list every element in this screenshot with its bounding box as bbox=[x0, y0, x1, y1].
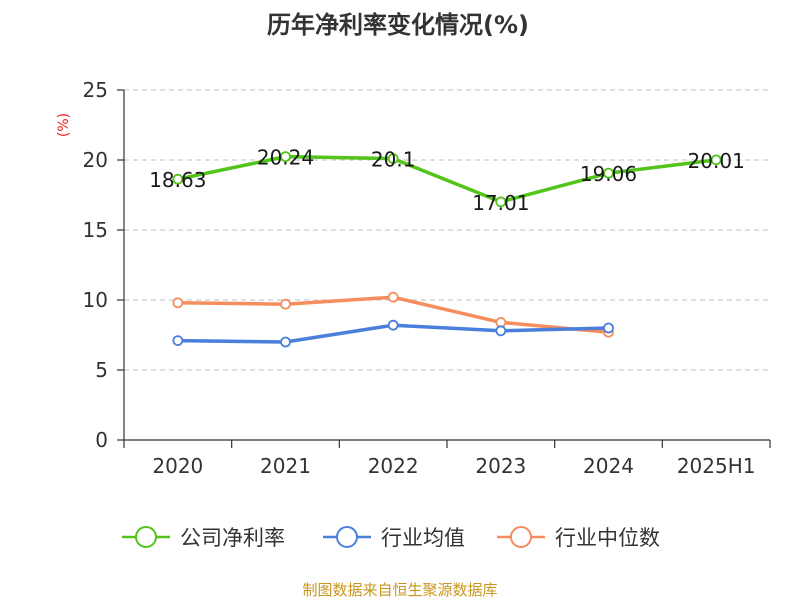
data-point-marker bbox=[280, 298, 291, 310]
series-line-0 bbox=[177, 154, 717, 204]
data-label: 20.1 bbox=[371, 148, 416, 172]
y-axis-unit-label: (%) bbox=[56, 113, 72, 137]
data-source-note: 制图数据来自恒生聚源数据库 bbox=[302, 581, 497, 599]
axes: 0 5 10 15 20 25 2020 2021 2022 2023 2024 2025H1 bbox=[83, 78, 771, 478]
x-tick-label: 2021 bbox=[260, 454, 311, 478]
y-tick-label: 0 bbox=[95, 428, 108, 452]
legend-marker bbox=[135, 526, 157, 548]
chart-title: 历年净利率变化情况(%) bbox=[267, 11, 529, 39]
data-point-marker bbox=[172, 335, 184, 347]
data-point-marker bbox=[280, 151, 291, 163]
y-tick-label: 15 bbox=[83, 218, 108, 242]
data-label: 20.24 bbox=[257, 146, 314, 170]
y-tick-label: 20 bbox=[83, 148, 108, 172]
x-tick-label: 2022 bbox=[368, 454, 419, 478]
series-lines bbox=[172, 151, 722, 348]
x-tick-label: 2024 bbox=[583, 454, 634, 478]
x-tick-label: 2023 bbox=[475, 454, 526, 478]
data-label: 18.63 bbox=[149, 168, 206, 192]
legend-label: 公司净利率 bbox=[180, 526, 285, 550]
data-point-marker bbox=[280, 336, 291, 348]
legend-marker bbox=[336, 526, 358, 548]
data-label: 19.06 bbox=[580, 162, 637, 186]
x-tick-label: 2025H1 bbox=[677, 454, 756, 478]
legend: 公司净利率 行业均值 行业中位数 bbox=[122, 526, 660, 550]
y-tick-label: 5 bbox=[95, 358, 108, 382]
legend-item-1: 行业均值 bbox=[323, 526, 465, 550]
y-tick-label: 10 bbox=[83, 288, 108, 312]
data-point-marker bbox=[495, 325, 507, 337]
data-point-marker bbox=[603, 167, 614, 179]
legend-label: 行业均值 bbox=[381, 526, 465, 550]
data-point-marker bbox=[387, 153, 399, 165]
y-tick-label: 25 bbox=[83, 78, 108, 102]
data-label: 17.01 bbox=[472, 191, 529, 215]
legend-item-0: 公司净利率 bbox=[122, 526, 285, 550]
legend-item-2: 行业中位数 bbox=[497, 526, 660, 550]
data-point-marker bbox=[387, 319, 399, 331]
data-point-marker bbox=[172, 297, 184, 309]
data-labels: 18.63 20.24 20.1 17.01 19.06 20.01 bbox=[149, 146, 745, 215]
legend-label: 行业中位数 bbox=[555, 526, 660, 550]
data-point-marker bbox=[710, 154, 722, 166]
data-point-marker bbox=[172, 173, 184, 185]
legend-marker bbox=[510, 526, 532, 548]
data-point-marker bbox=[603, 322, 614, 334]
data-point-marker bbox=[387, 291, 399, 303]
data-label: 20.01 bbox=[688, 149, 745, 173]
data-point-marker bbox=[495, 196, 507, 208]
x-tick-label: 2020 bbox=[152, 454, 203, 478]
